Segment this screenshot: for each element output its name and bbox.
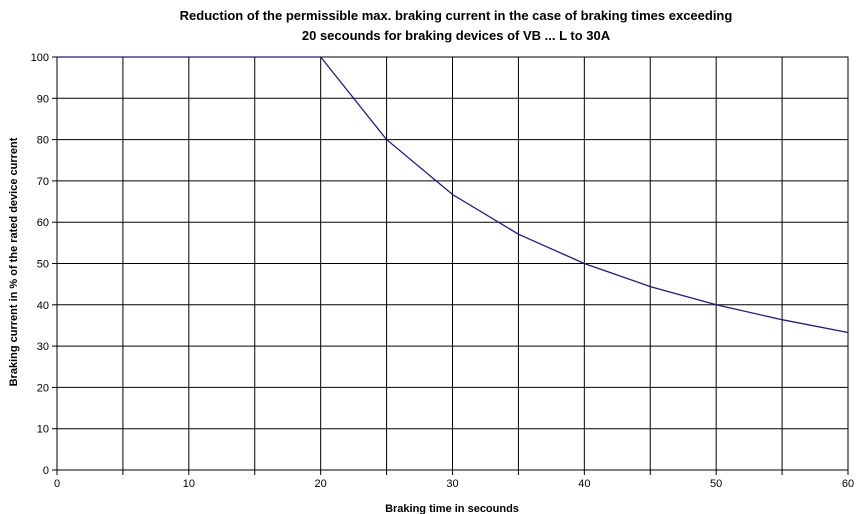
series-line [57,56,849,334]
chart-title-line1: Reduction of the permissible max. brakin… [180,8,733,23]
y-tick-label: 0 [43,465,49,477]
y-tick-label: 90 [37,93,49,105]
x-tick-label: 40 [578,478,590,490]
x-tick-label: 20 [315,478,327,490]
y-tick-label: 80 [37,135,49,147]
x-tick-label: 60 [842,478,854,490]
y-tick-label: 60 [37,217,49,229]
x-tick-label: 30 [446,478,458,490]
y-tick-label: 20 [37,382,49,394]
y-tick-label: 30 [37,341,49,353]
x-axis-title: Braking time in secounds [385,503,519,514]
x-tick-label: 50 [710,478,722,490]
x-axis: 0 10 20 30 40 50 60 [54,470,854,490]
y-axis-title: Braking current in % of the rated device… [8,137,20,386]
chart-title-line2: 20 secounds for braking devices of VB ..… [302,28,611,43]
x-tick-label: 0 [54,478,60,490]
y-tick-label: 10 [37,424,49,436]
y-tick-label: 50 [37,259,49,271]
y-axis: 0 10 20 30 40 50 60 70 80 90 100 [31,52,57,477]
plot-area [57,56,849,334]
y-tick-label: 40 [37,300,49,312]
y-tick-label: 100 [31,52,49,64]
x-tick-label: 10 [183,478,195,490]
grid [56,56,849,471]
y-tick-label: 70 [37,176,49,188]
